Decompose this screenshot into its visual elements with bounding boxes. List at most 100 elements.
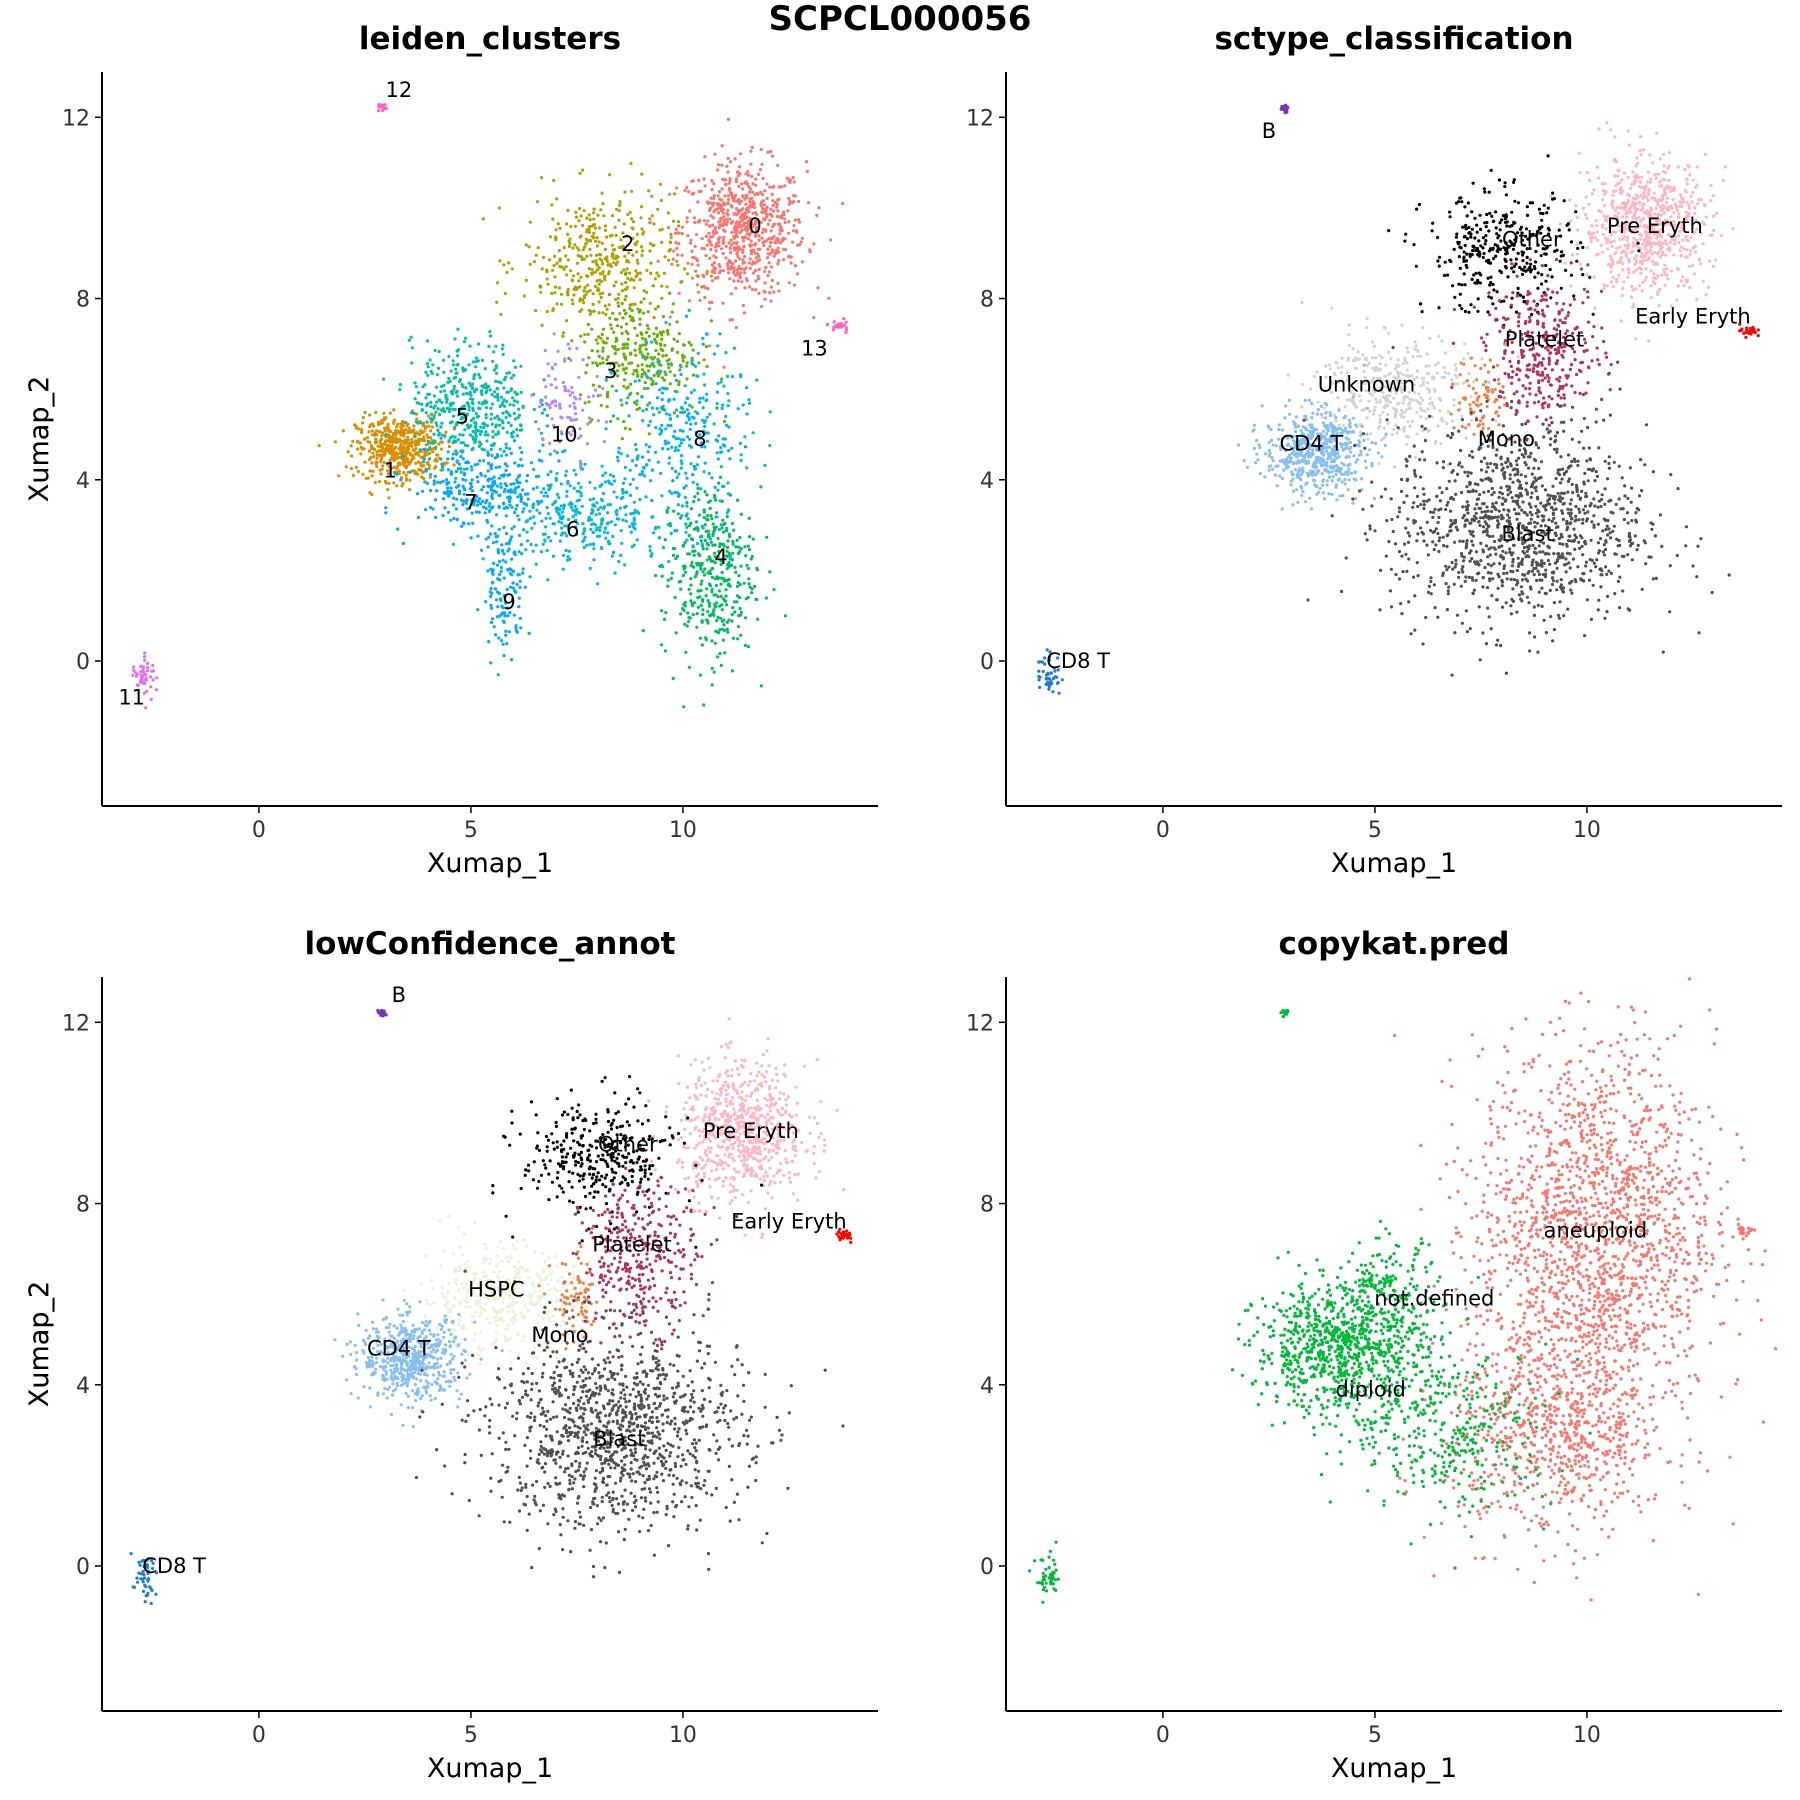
data-point bbox=[623, 272, 628, 276]
data-point bbox=[689, 507, 694, 511]
data-point bbox=[471, 429, 475, 433]
data-point bbox=[674, 408, 679, 412]
data-point bbox=[1661, 178, 1665, 182]
data-point bbox=[591, 302, 595, 306]
data-point bbox=[1644, 267, 1648, 271]
data-point bbox=[679, 466, 683, 470]
data-point bbox=[763, 189, 767, 193]
data-point bbox=[139, 664, 143, 668]
data-point bbox=[671, 553, 676, 558]
data-point bbox=[461, 385, 465, 389]
data-point bbox=[427, 424, 431, 428]
data-point bbox=[815, 213, 819, 217]
y-tick-label: 8 bbox=[76, 288, 90, 313]
data-point bbox=[710, 575, 715, 580]
data-point bbox=[573, 243, 577, 247]
data-point bbox=[545, 505, 549, 510]
data-point bbox=[1638, 201, 1642, 205]
data-point bbox=[721, 238, 725, 242]
data-point bbox=[1404, 232, 1408, 236]
data-point bbox=[556, 349, 560, 353]
data-point bbox=[711, 533, 715, 538]
data-point bbox=[597, 226, 602, 230]
data-point bbox=[647, 423, 651, 428]
data-point bbox=[747, 582, 751, 586]
data-point bbox=[712, 422, 716, 426]
data-point bbox=[568, 347, 572, 351]
data-point bbox=[632, 500, 637, 504]
data-point bbox=[1649, 177, 1653, 181]
data-point bbox=[427, 457, 432, 461]
data-point bbox=[660, 643, 664, 647]
data-point bbox=[640, 455, 645, 459]
data-point bbox=[1614, 189, 1618, 193]
data-point bbox=[636, 373, 640, 377]
data-point bbox=[386, 438, 390, 442]
data-point bbox=[648, 548, 652, 553]
data-point bbox=[600, 241, 604, 245]
data-point bbox=[601, 346, 605, 350]
data-point bbox=[582, 545, 586, 550]
data-point bbox=[727, 241, 731, 245]
data-point bbox=[383, 427, 387, 431]
data-point bbox=[627, 414, 631, 418]
data-point bbox=[412, 431, 416, 435]
data-point bbox=[1639, 271, 1643, 275]
data-point bbox=[514, 486, 518, 490]
data-point bbox=[706, 610, 710, 614]
data-point bbox=[594, 239, 598, 243]
data-point bbox=[1694, 185, 1698, 189]
data-point bbox=[414, 385, 418, 389]
data-point bbox=[1460, 307, 1464, 311]
data-point bbox=[691, 544, 695, 548]
data-point bbox=[1637, 284, 1642, 288]
data-point bbox=[792, 200, 796, 204]
data-point bbox=[1564, 268, 1568, 272]
data-point bbox=[545, 309, 549, 314]
data-point bbox=[670, 571, 674, 575]
data-point bbox=[577, 219, 581, 223]
data-point bbox=[709, 214, 713, 218]
data-point bbox=[464, 461, 468, 465]
data-point bbox=[654, 382, 658, 386]
data-point bbox=[776, 246, 780, 250]
data-point bbox=[728, 554, 732, 558]
data-point bbox=[1631, 170, 1635, 174]
data-point bbox=[578, 393, 583, 397]
data-point bbox=[1617, 273, 1621, 277]
data-point bbox=[500, 549, 504, 553]
data-point bbox=[427, 466, 431, 471]
data-point bbox=[417, 468, 421, 472]
data-point bbox=[686, 234, 690, 238]
data-point bbox=[711, 235, 715, 239]
data-point bbox=[704, 332, 709, 336]
data-point bbox=[1656, 172, 1661, 176]
data-point bbox=[1603, 181, 1607, 186]
data-point bbox=[688, 524, 692, 528]
data-point bbox=[703, 295, 707, 300]
data-point bbox=[1622, 280, 1626, 284]
data-point bbox=[1666, 247, 1670, 251]
data-point bbox=[413, 381, 417, 385]
data-point bbox=[696, 589, 700, 593]
data-point bbox=[632, 286, 636, 290]
data-point bbox=[1602, 283, 1606, 287]
data-point bbox=[621, 491, 625, 495]
data-point bbox=[644, 495, 648, 499]
data-point bbox=[543, 539, 547, 543]
data-point bbox=[1664, 241, 1668, 245]
data-point bbox=[453, 440, 458, 444]
data-point bbox=[688, 209, 692, 213]
data-point bbox=[1463, 205, 1467, 209]
data-point bbox=[1592, 188, 1596, 192]
data-point bbox=[1575, 215, 1579, 220]
data-point bbox=[644, 407, 649, 411]
data-point bbox=[538, 449, 542, 453]
data-point bbox=[514, 626, 518, 630]
data-point bbox=[783, 184, 787, 188]
data-point bbox=[600, 332, 604, 337]
data-point bbox=[1468, 231, 1472, 235]
data-point bbox=[1628, 194, 1632, 198]
data-point bbox=[1491, 302, 1495, 306]
data-point bbox=[406, 459, 410, 463]
